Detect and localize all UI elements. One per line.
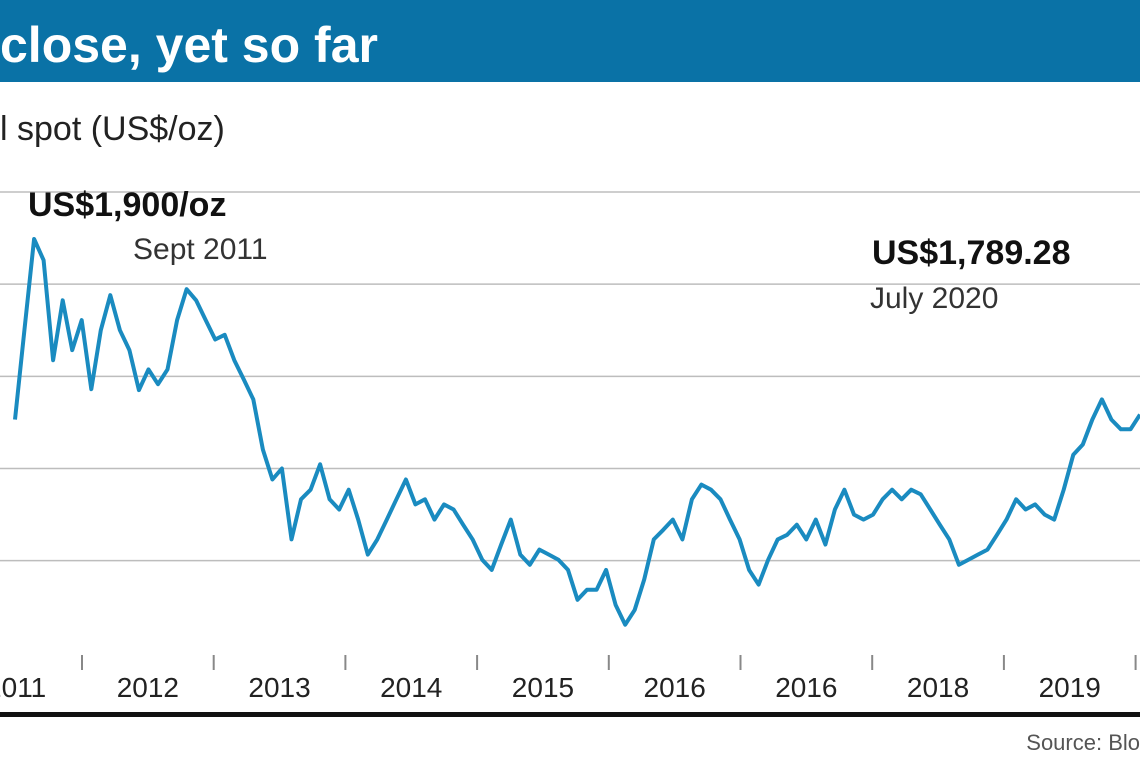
x-tick-label: 2014 [380,672,442,703]
x-tick-label: 2015 [512,672,574,703]
annotation-sub: July 2020 [870,282,998,315]
x-tick-label: 2019 [1039,672,1101,703]
price-line [13,237,1140,627]
annotation-label: US$1,789.28 [872,234,1071,272]
x-tick-label: 2016 [644,672,706,703]
x-tick-label: 2013 [248,672,310,703]
x-tick-label: 2018 [907,672,969,703]
annotation-label: US$1,900/oz [28,186,226,224]
source: Source: Blo [1026,730,1140,755]
chart-title: close, yet so far [0,17,378,73]
title-bar [0,0,1140,82]
annotation-sub: Sept 2011 [133,233,268,266]
x-tick-label: 2012 [117,672,179,703]
chart-subtitle: l spot (US$/oz) [0,110,225,148]
x-axis-line [0,712,1140,717]
x-tick-label: 2016 [775,672,837,703]
x-tick-label: 2011 [0,672,46,703]
